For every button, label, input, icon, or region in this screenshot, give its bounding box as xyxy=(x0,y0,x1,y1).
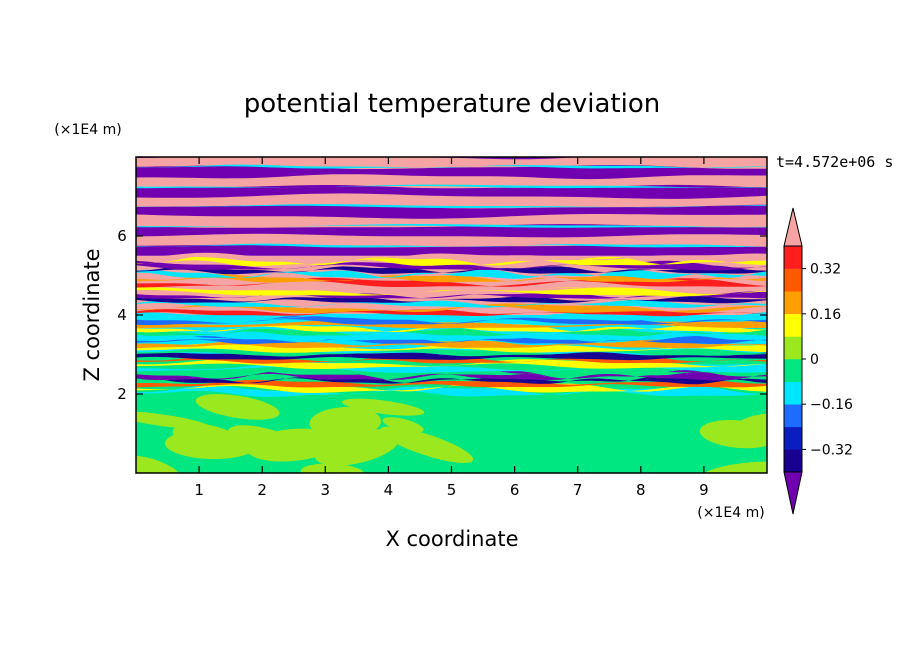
x-tick-label: 9 xyxy=(699,481,709,499)
colorbar-extend-max xyxy=(783,207,803,247)
colorbar-segment xyxy=(784,449,802,473)
lower-layer-blob xyxy=(341,398,425,416)
x-tick-label: 8 xyxy=(636,481,646,499)
x-tick-label: 6 xyxy=(510,481,520,499)
x-tick-label: 1 xyxy=(194,481,204,499)
upper-stripe xyxy=(136,233,767,248)
chart-title: potential temperature deviation xyxy=(244,89,660,119)
colorbar-segment xyxy=(784,336,802,360)
colorbar-segment xyxy=(784,313,802,337)
y-axis-title: Z coordinate xyxy=(80,248,104,381)
thin-layer-3 xyxy=(136,299,767,308)
lower-layer-blob xyxy=(246,428,339,462)
x-tick-label: 5 xyxy=(447,481,457,499)
thin-layer-3 xyxy=(136,302,767,314)
x-axis-ticks: 1 2 3 4 5 6 7 8 9 xyxy=(194,157,709,499)
thin-layer-3 xyxy=(136,296,767,304)
upper-interface xyxy=(136,164,767,169)
lower-layer-blob xyxy=(136,455,183,473)
colorbar-segment xyxy=(784,246,802,269)
thin-layer-3 xyxy=(136,252,767,262)
upper-interface xyxy=(136,184,767,189)
colorbar-segment xyxy=(784,381,802,405)
y-tick-label: 6 xyxy=(117,227,127,245)
thin-layer-2 xyxy=(136,348,767,356)
thin-layer-3 xyxy=(136,283,767,291)
thin-layer-3 xyxy=(136,265,767,275)
colorbar-label: 0 xyxy=(810,352,819,368)
x-tick-label: 4 xyxy=(384,481,394,499)
lower-layer-blob xyxy=(165,429,258,460)
thin-layer-2 xyxy=(136,320,767,329)
thin-layer-1 xyxy=(136,379,767,388)
upper-stripe xyxy=(136,174,767,189)
x-tick-label: 7 xyxy=(573,481,583,499)
y-axis-ticks: 2 4 6 xyxy=(117,227,767,403)
time-label: t=4.572e+06 s xyxy=(776,153,893,171)
lower-layer-blob xyxy=(382,417,424,433)
thin-layer-2 xyxy=(136,335,767,345)
y-unit-label: (×1E4 m) xyxy=(54,122,121,138)
colorbar: 0.32 0.16 0 −0.16 −0.32 xyxy=(783,207,853,515)
colorbar-segment xyxy=(784,359,802,382)
x-axis-title: X coordinate xyxy=(385,527,518,551)
upper-stripe xyxy=(136,214,767,228)
colorbar-segment xyxy=(784,268,802,292)
lower-layer-blob xyxy=(379,426,474,463)
thin-layer-3 xyxy=(136,269,767,280)
colorbar-extend-min xyxy=(783,471,803,515)
lower-layer-blob xyxy=(700,461,767,473)
thin-layer-2 xyxy=(136,323,767,333)
heatmap-field xyxy=(136,157,767,473)
lower-layer-blob xyxy=(699,419,767,449)
upper-interface xyxy=(136,243,767,248)
colorbar-segment xyxy=(784,404,802,428)
colorbar-label: −0.32 xyxy=(810,442,853,458)
colorbar-segment xyxy=(784,291,802,315)
x-unit-label: (×1E4 m) xyxy=(697,505,764,521)
colorbar-label: 0.16 xyxy=(810,307,841,323)
lower-layer-blob xyxy=(309,406,382,438)
upper-interface xyxy=(136,204,767,208)
lower-layer-blob xyxy=(195,394,280,420)
x-tick-label: 3 xyxy=(321,481,331,499)
thin-layer-3 xyxy=(136,285,767,297)
thin-layer-1 xyxy=(136,385,767,397)
y-tick-label: 2 xyxy=(117,385,127,403)
thin-layer-2 xyxy=(136,343,767,353)
thin-layer-3 xyxy=(136,260,767,271)
colorbar-label: −0.16 xyxy=(810,397,853,413)
thin-layer-2 xyxy=(136,327,767,337)
thin-layer-3 xyxy=(136,256,767,267)
thin-layer-3 xyxy=(136,274,767,283)
colorbar-segment xyxy=(784,426,802,450)
thin-layer-1 xyxy=(136,352,767,361)
colorbar-label: 0.32 xyxy=(810,262,841,278)
thin-layer-2 xyxy=(136,339,767,349)
upper-interface xyxy=(136,224,767,228)
thin-layer-1 xyxy=(136,374,767,385)
x-tick-label: 2 xyxy=(257,481,267,499)
thin-layer-1 xyxy=(136,381,767,393)
y-tick-label: 4 xyxy=(117,306,127,324)
